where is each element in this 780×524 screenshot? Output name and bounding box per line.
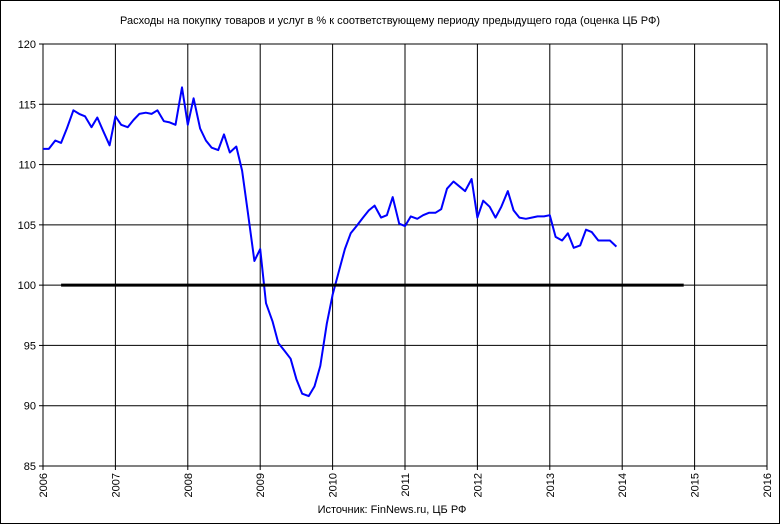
x-tick-label: 2007 [110,473,122,497]
x-tick-label: 2009 [255,473,267,497]
source-note: Источник: FinNews.ru, ЦБ РФ [318,504,467,516]
x-tick-label: 2010 [328,473,340,497]
x-tick-label: 2013 [545,473,557,497]
x-tick-label: 2011 [400,473,412,497]
x-tick-label: 2006 [38,473,50,497]
y-tick-label: 90 [24,401,36,413]
y-tick-label: 110 [18,160,36,172]
x-tick-label: 2016 [762,473,774,497]
x-tick-label: 2008 [183,473,195,497]
y-tick-label: 85 [24,461,36,473]
y-tick-label: 115 [18,99,36,111]
series-layer [43,86,684,398]
chart-title: Расходы на покупку товаров и услуг в % к… [120,15,660,27]
x-tick-label: 2014 [617,473,629,497]
y-tick-label: 105 [18,220,36,232]
spending-series-line [43,86,618,398]
grid-layer [39,43,768,470]
x-tick-label: 2012 [472,473,484,497]
y-tick-label: 120 [18,39,36,51]
y-tick-label: 100 [18,280,36,292]
plot-area-border [42,43,768,467]
x-tick-label: 2015 [690,473,702,497]
y-tick-label: 95 [24,340,36,352]
tick-label-layer: 85 90 95 100 105 110 115 120 2006 2007 2008 2009 201… [18,39,774,497]
